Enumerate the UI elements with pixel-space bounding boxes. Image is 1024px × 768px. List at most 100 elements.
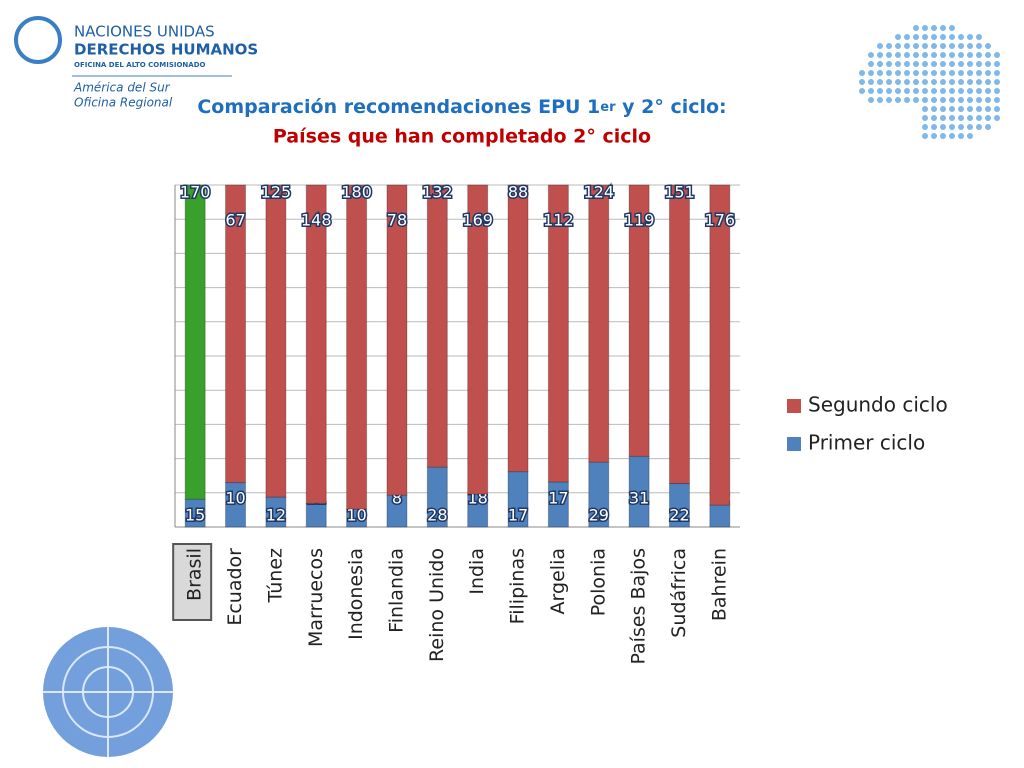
map-dot bbox=[877, 43, 883, 49]
map-dot bbox=[895, 70, 901, 76]
title-part: Comparación recomendaciones EPU 1 bbox=[197, 96, 600, 118]
map-dot bbox=[949, 88, 955, 94]
map-dot bbox=[958, 133, 964, 139]
map-dot bbox=[985, 61, 991, 67]
map-dot bbox=[985, 124, 991, 130]
x-tick-label: Filipinas bbox=[507, 548, 529, 624]
value-label: 112 bbox=[543, 211, 574, 230]
map-dot bbox=[895, 88, 901, 94]
map-dot bbox=[886, 70, 892, 76]
map-dot bbox=[994, 61, 1000, 67]
map-dot bbox=[985, 88, 991, 94]
map-dot bbox=[994, 88, 1000, 94]
bar-segment bbox=[305, 184, 327, 504]
value-label: 31 bbox=[629, 489, 649, 508]
map-dot bbox=[958, 97, 964, 103]
map-dot bbox=[958, 115, 964, 121]
map-dot bbox=[931, 70, 937, 76]
map-dot bbox=[868, 88, 874, 94]
map-dot bbox=[976, 79, 982, 85]
map-dot bbox=[985, 79, 991, 85]
value-label: 148 bbox=[301, 211, 332, 230]
map-dot bbox=[994, 52, 1000, 58]
value-label: 15 bbox=[185, 506, 205, 525]
map-dot bbox=[949, 61, 955, 67]
map-dot bbox=[976, 61, 982, 67]
map-dot bbox=[913, 61, 919, 67]
map-dot bbox=[904, 61, 910, 67]
map-dot bbox=[886, 88, 892, 94]
chart: 15170Brasil1067Ecuador12125Túnez11148Mar… bbox=[172, 181, 948, 665]
map-dot bbox=[931, 133, 937, 139]
value-label: 22 bbox=[669, 506, 689, 525]
map-dot bbox=[940, 52, 946, 58]
map-dot bbox=[913, 43, 919, 49]
map-dot bbox=[922, 106, 928, 112]
map-dot bbox=[958, 88, 964, 94]
map-dot bbox=[895, 52, 901, 58]
bar-segment bbox=[467, 184, 489, 495]
x-tick-label: Reino Unido bbox=[426, 548, 448, 662]
map-dot bbox=[904, 52, 910, 58]
map-dot bbox=[877, 52, 883, 58]
chart-title: Comparación recomendaciones EPU 1er y 2°… bbox=[197, 96, 726, 118]
logo: NACIONES UNIDAS DERECHOS HUMANOS OFICINA… bbox=[14, 16, 258, 110]
map-dot bbox=[931, 79, 937, 85]
map-dot bbox=[877, 61, 883, 67]
map-dot bbox=[922, 52, 928, 58]
map-dot bbox=[994, 115, 1000, 121]
map-dot bbox=[940, 115, 946, 121]
map-dot bbox=[913, 25, 919, 31]
map-dot bbox=[967, 106, 973, 112]
map-dot bbox=[904, 88, 910, 94]
map-dot bbox=[976, 70, 982, 76]
map-dot bbox=[949, 52, 955, 58]
un-emblem bbox=[43, 627, 173, 757]
x-tick-label: Brasil bbox=[184, 548, 206, 601]
map-dot bbox=[931, 43, 937, 49]
map-dot bbox=[922, 124, 928, 130]
map-dot bbox=[886, 97, 892, 103]
bar-segment bbox=[265, 184, 287, 498]
map-dot bbox=[949, 70, 955, 76]
map-dot bbox=[958, 52, 964, 58]
bar-segment bbox=[668, 184, 690, 485]
map-dot bbox=[868, 79, 874, 85]
logo-emblem bbox=[14, 16, 62, 64]
map-dot bbox=[886, 52, 892, 58]
map-dot bbox=[967, 133, 973, 139]
legend-swatch bbox=[787, 399, 801, 413]
value-label: 176 bbox=[705, 211, 736, 230]
map-dot bbox=[859, 70, 865, 76]
map-dot bbox=[940, 79, 946, 85]
map-dot bbox=[976, 115, 982, 121]
map-dot bbox=[985, 70, 991, 76]
map-dot bbox=[895, 61, 901, 67]
map-dot bbox=[940, 124, 946, 130]
map-dot bbox=[931, 106, 937, 112]
value-label: 125 bbox=[261, 183, 292, 202]
map-dot bbox=[958, 124, 964, 130]
map-dot bbox=[949, 115, 955, 121]
map-dot bbox=[922, 79, 928, 85]
map-dot bbox=[940, 34, 946, 40]
map-dot bbox=[913, 70, 919, 76]
map-dot bbox=[940, 70, 946, 76]
value-label: 78 bbox=[387, 211, 407, 230]
map-dot bbox=[940, 106, 946, 112]
value-label: 67 bbox=[225, 211, 245, 230]
map-dot bbox=[895, 79, 901, 85]
map-dot bbox=[949, 43, 955, 49]
map-dot bbox=[958, 106, 964, 112]
bar-segment bbox=[426, 184, 448, 468]
map-dot bbox=[976, 88, 982, 94]
map-dot bbox=[976, 124, 982, 130]
bar-segment bbox=[184, 184, 206, 500]
map-dot bbox=[895, 97, 901, 103]
map-dot bbox=[994, 70, 1000, 76]
map-dot bbox=[940, 61, 946, 67]
map-dot bbox=[967, 43, 973, 49]
map-dot bbox=[931, 52, 937, 58]
map-dot bbox=[994, 97, 1000, 103]
map-dot bbox=[922, 43, 928, 49]
